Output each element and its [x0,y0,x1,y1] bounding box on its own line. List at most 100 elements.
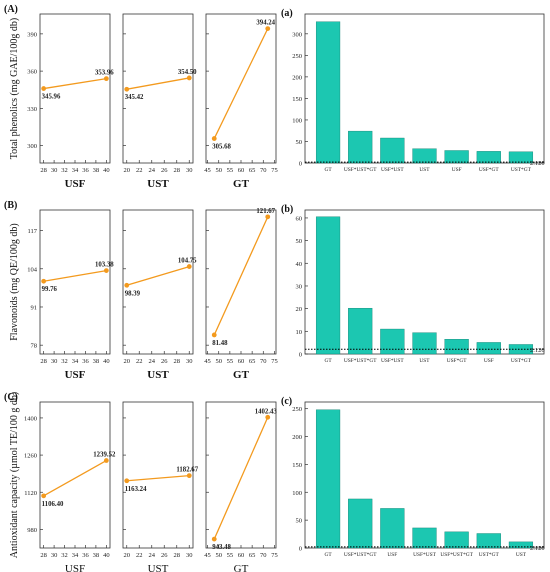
a-usf-ytick-label: 360 [27,69,37,76]
c-usf-ytick-label: 980 [27,527,37,534]
c-ust-point [124,478,130,484]
bar-a-ytick-label: 100 [292,117,302,124]
b-usf-series-line [43,269,107,282]
bar-b-category-label: USF [484,358,494,364]
bar-c-bar [444,531,469,549]
b-gt-xtick-label: 45 [204,358,211,365]
c-gt-xtick-label: 45 [204,552,211,559]
a-usf-xtick-label: 28 [40,167,47,174]
c-gt-series-line [213,417,269,540]
c-usf-ytick-label: 1260 [24,453,37,460]
bar-b-bar [380,328,405,355]
a-ust-frame [122,13,194,164]
c-usf-ytick-label: 1120 [24,490,37,497]
bar-c-bar [508,541,534,549]
a-usf-panel-label: (A) [4,4,18,15]
c-gt-point [265,414,271,420]
b-ust-xtick-label: 20 [124,358,131,365]
bar-c-category-label: UST [516,552,527,558]
b-usf-point-label: 99.76 [42,286,58,293]
b-usf-xtick-label: 28 [40,358,47,365]
bar-c-bar [412,527,437,549]
c-gt-point-label: 1402.43 [255,408,278,415]
c-ust-xtick-label: 22 [136,552,143,559]
bar-c-ytick-label: 150 [292,462,302,469]
c-usf-ytick-label: 1400 [24,415,37,422]
b-ust-point-label: 104.75 [178,258,197,265]
a-ust-point-label: 354.50 [178,69,197,76]
c-usf-xtick-label: 38 [93,552,100,559]
c-ust-xtick-label: 26 [161,552,168,559]
bar-a-bar [476,151,501,164]
b-gt-point-label: 121.67 [256,208,275,215]
bar-a-ytick-label: 200 [292,74,302,81]
bar-a-bar [348,130,373,164]
bar-c-category-label: USF [387,552,397,558]
bar-c-frame [304,401,545,549]
a-usf-point-label: 353.96 [95,70,114,77]
bar-a-category-label: GT [324,167,332,173]
c-gt-xtick-label: 65 [249,552,256,559]
bar-a-category-label: USF [452,167,462,173]
bar-b-bar [348,307,373,355]
bar-a-bar [508,151,534,164]
a-usf-xtick-label: 32 [61,167,68,174]
bar-a-ytick-label: 0 [299,161,302,168]
bar-a-category-label: USF*UST [381,167,404,173]
b-gt-xtick-label: 55 [227,358,234,365]
bar-c-category-label: UST*GT [479,552,500,558]
a-usf-xtick-label: 36 [82,167,89,174]
c-ust-xtick-label: 30 [186,552,193,559]
a-gt-xtick-label: 45 [204,167,211,174]
b-usf-panel-label: (B) [4,200,17,211]
c-usf-point [103,458,109,463]
bar-a-ref-label: 2.120 [530,160,545,167]
c-gt-point [211,536,217,542]
c-ust-point-label: 1182.67 [176,467,198,474]
bar-c-category-label: USF*UST [413,552,436,558]
c-usf-xtick-label: 36 [82,552,89,559]
b-usf-xtick-label: 34 [72,358,79,365]
a-ust-xlabel: UST [147,178,169,190]
c-gt-xtick-label: 55 [227,552,234,559]
c-usf-xtick-label: 28 [40,552,47,559]
c-usf-point-label: 1239.52 [93,452,116,459]
bar-c-ytick-label: 50 [296,518,303,525]
c-gt-xlabel: GT [234,563,249,572]
a-usf-ylabel: Total phenolics (mg GAE/100g db) [9,18,20,160]
b-gt-series-line [213,216,269,336]
bar-c-ytick-label: 100 [292,490,302,497]
c-ust-frame [122,401,194,549]
b-usf-ytick-label: 78 [31,343,38,350]
a-gt-point [211,136,217,141]
b-usf-point-label: 103.38 [95,262,114,269]
c-usf-xlabel: USF [65,563,85,572]
bar-b-category-label: USF*UST*GT [344,358,377,364]
bar-c-ytick-label: 0 [299,546,302,553]
bar-b-ytick-label: 0 [299,352,302,359]
bar-c-ytick-label: 250 [292,406,302,413]
bar-b-ref-label: 2.120 [530,347,545,354]
b-gt-xtick-label: 70 [260,358,267,365]
b-gt-point [211,332,217,338]
bar-c-bar [380,508,405,549]
c-usf-xtick-label: 34 [72,552,79,559]
c-gt-xtick-label: 60 [238,552,245,559]
bar-b-bar [412,332,437,355]
b-gt-xlabel: GT [233,369,250,381]
c-usf-xtick-label: 40 [103,552,110,559]
a-ust-point-label: 345.42 [125,94,144,101]
c-usf-panel-label: (C) [4,392,18,403]
a-gt-frame [205,13,277,164]
c-usf-frame [39,401,111,549]
b-usf-xtick-label: 38 [93,358,100,365]
bar-a-bar [444,150,469,164]
b-ust-xtick-label: 24 [149,358,156,365]
bar-a-bar [315,21,341,164]
c-ust-point-label: 1163.24 [125,486,147,493]
a-gt-xtick-label: 55 [227,167,234,174]
bar-a-ytick-label: 150 [292,96,302,103]
bar-b-category-label: USF*GT [447,358,467,364]
b-ust-xtick-label: 22 [136,358,143,365]
